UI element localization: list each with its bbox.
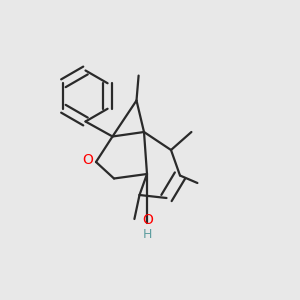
Text: O: O — [142, 213, 153, 227]
Text: H: H — [143, 227, 152, 241]
Text: O: O — [82, 154, 93, 167]
